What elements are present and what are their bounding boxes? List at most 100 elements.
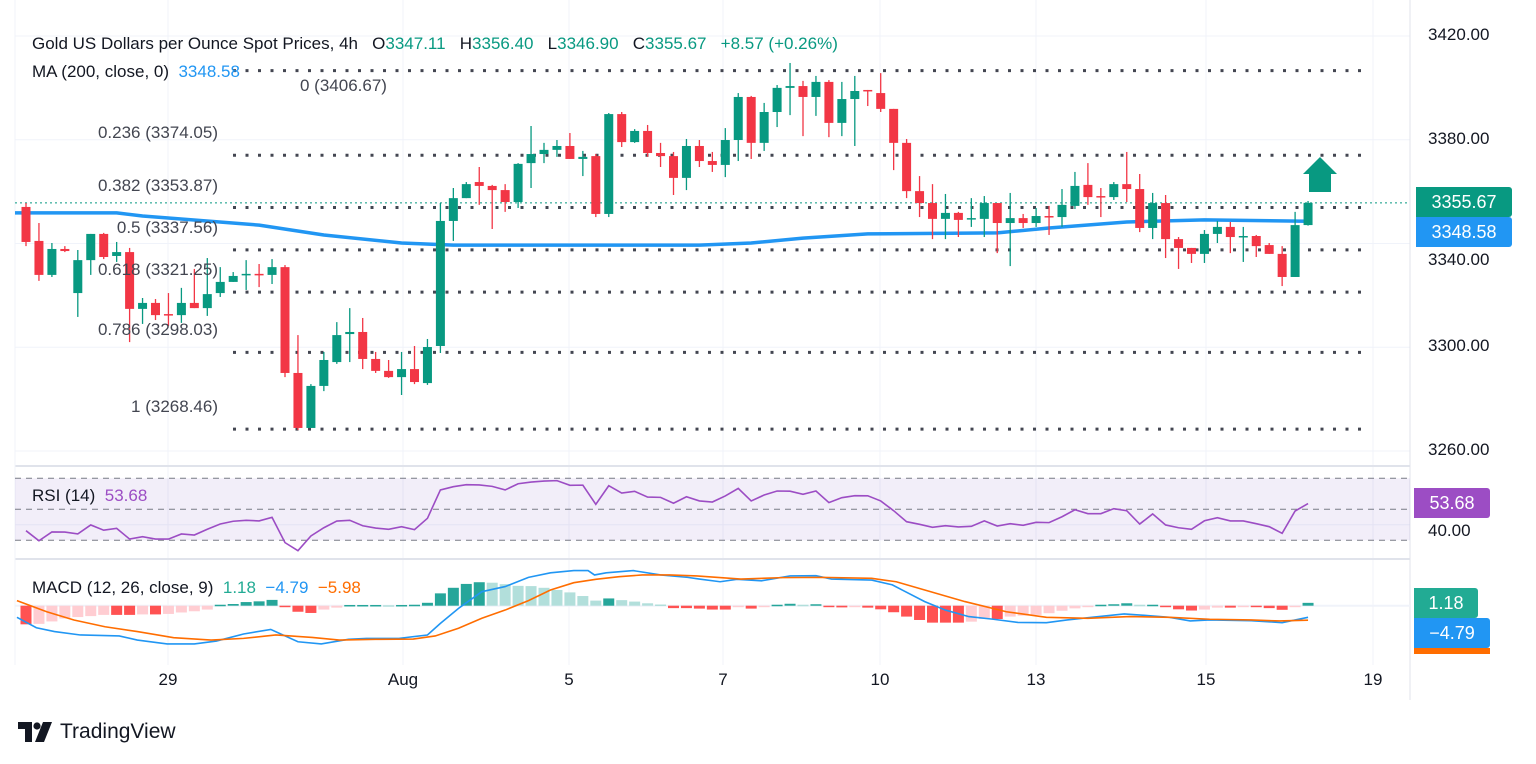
macd-histogram-bar bbox=[965, 605, 977, 622]
fib-level-label: 0.5 (3337.56) bbox=[116, 217, 218, 237]
candle-up bbox=[604, 114, 614, 214]
macd-histogram-bar bbox=[1056, 605, 1068, 611]
tradingview-logo[interactable]: TradingView bbox=[18, 720, 176, 744]
macd-histogram-bar bbox=[357, 604, 369, 607]
macd-histogram-bar bbox=[421, 602, 433, 606]
ma-price-tag: 3348.58 bbox=[1416, 217, 1512, 247]
candle-up bbox=[759, 112, 769, 143]
candle-down bbox=[1018, 218, 1028, 224]
candle-down bbox=[1251, 235, 1261, 247]
candle-up bbox=[1290, 225, 1300, 277]
macd-histogram-bar bbox=[1004, 605, 1016, 617]
macd-histogram-bar bbox=[810, 604, 822, 606]
macd-histogram-bar bbox=[1043, 605, 1055, 614]
price-axis-label: 3340.00 bbox=[1428, 250, 1490, 269]
candle-down bbox=[902, 142, 912, 192]
macd-histogram-bar bbox=[978, 605, 990, 620]
candle-down bbox=[1044, 216, 1054, 218]
candle-up bbox=[513, 163, 523, 203]
macd-histogram-bar bbox=[150, 605, 161, 615]
macd-histogram-bar bbox=[1224, 605, 1236, 608]
macd-label: MACD (12, 26, close, 9) bbox=[32, 578, 214, 597]
rsi-axis-tick: 40.00 bbox=[1428, 521, 1471, 540]
candle-down bbox=[992, 203, 1002, 224]
fib-level-label: 0.236 (3374.05) bbox=[97, 123, 218, 143]
macd-histogram-bar bbox=[1160, 605, 1172, 608]
signal-line bbox=[16, 574, 1309, 641]
candle-up bbox=[112, 252, 122, 256]
candle-down bbox=[824, 81, 834, 123]
macd-histogram-bar bbox=[914, 605, 926, 620]
price-axis-label: 3420.00 bbox=[1428, 25, 1490, 44]
candle-down bbox=[1277, 253, 1287, 277]
time-axis-label: 29 bbox=[158, 670, 178, 689]
candle-up bbox=[720, 140, 730, 165]
macd-histogram-bar bbox=[305, 605, 317, 613]
macd-histogram-bar bbox=[1186, 605, 1197, 611]
candle-up bbox=[1212, 226, 1222, 234]
macd-histogram-bar bbox=[512, 585, 524, 606]
time-axis-label: 7 bbox=[718, 670, 728, 689]
candle-down bbox=[125, 252, 135, 309]
macd-histogram-bar bbox=[927, 605, 938, 623]
candle-down bbox=[669, 156, 678, 178]
candle-down bbox=[1083, 184, 1093, 198]
macd-line-tag: −4.79 bbox=[1414, 618, 1490, 648]
candle-up bbox=[202, 294, 212, 309]
ma-label: MA (200, close, 0) bbox=[32, 62, 170, 81]
candle-down bbox=[474, 182, 484, 186]
candle-down bbox=[928, 203, 937, 219]
macd-histogram-bar bbox=[719, 605, 731, 610]
macd-histogram-bar bbox=[616, 600, 628, 606]
macd-histogram-bar bbox=[1276, 605, 1288, 610]
macd-histogram-bar bbox=[124, 605, 136, 615]
candle-down bbox=[694, 145, 704, 162]
macd-histogram-bar bbox=[784, 603, 796, 606]
macd-histogram-bar bbox=[525, 586, 537, 606]
ma-value: 3348.58 bbox=[178, 62, 240, 81]
macd-histogram-bar bbox=[758, 605, 770, 608]
macd-histogram-bar bbox=[862, 605, 874, 608]
fib-level-label: 0.618 (3321.25) bbox=[97, 260, 218, 280]
macd-histogram-bar bbox=[603, 598, 615, 606]
candle-down bbox=[707, 161, 717, 165]
macd-histogram-bar bbox=[991, 605, 1003, 620]
macd-histogram-bar bbox=[292, 605, 304, 612]
candle-up bbox=[785, 86, 795, 88]
macd-histogram-bar bbox=[1017, 605, 1029, 616]
macd-histogram-bar bbox=[706, 605, 718, 610]
candle-up bbox=[435, 220, 445, 346]
macd-histogram-bar bbox=[1198, 605, 1210, 610]
signal-line-tag bbox=[1414, 648, 1490, 654]
rsi-value-tag: 53.68 bbox=[1414, 488, 1490, 518]
macd-histogram-bar bbox=[590, 600, 602, 606]
macd-histogram-bar bbox=[655, 604, 667, 606]
macd-hist-value: 1.18 bbox=[222, 578, 256, 597]
price-axis-label: 3300.00 bbox=[1428, 336, 1490, 356]
candle-down bbox=[358, 331, 368, 359]
candle-up bbox=[733, 96, 743, 141]
candle-up bbox=[461, 184, 471, 199]
high-label: H bbox=[459, 34, 473, 53]
macd-histogram-bar bbox=[797, 604, 809, 607]
candle-down bbox=[1225, 226, 1235, 238]
macd-histogram-bar bbox=[20, 605, 32, 625]
macd-histogram-bar bbox=[680, 605, 692, 609]
candle-down bbox=[99, 233, 109, 258]
time-axis-label: 15 bbox=[1196, 670, 1216, 689]
low-label: L bbox=[547, 34, 558, 53]
macd-histogram-bar bbox=[266, 599, 278, 606]
fib-level-label: 0.382 (3353.87) bbox=[97, 175, 218, 195]
macd-histogram-bar bbox=[1082, 605, 1094, 608]
time-axis-label: 10 bbox=[870, 670, 890, 689]
candle-up bbox=[176, 302, 186, 316]
candle-down bbox=[1264, 245, 1274, 254]
macd-histogram-bar bbox=[1173, 605, 1185, 610]
candle-down bbox=[254, 273, 264, 276]
tradingview-logo-text: TradingView bbox=[60, 720, 176, 743]
macd-value: −4.79 bbox=[265, 578, 309, 597]
candle-down bbox=[151, 302, 160, 316]
candle-down bbox=[293, 372, 303, 428]
macd-histogram-bar bbox=[1250, 605, 1262, 608]
